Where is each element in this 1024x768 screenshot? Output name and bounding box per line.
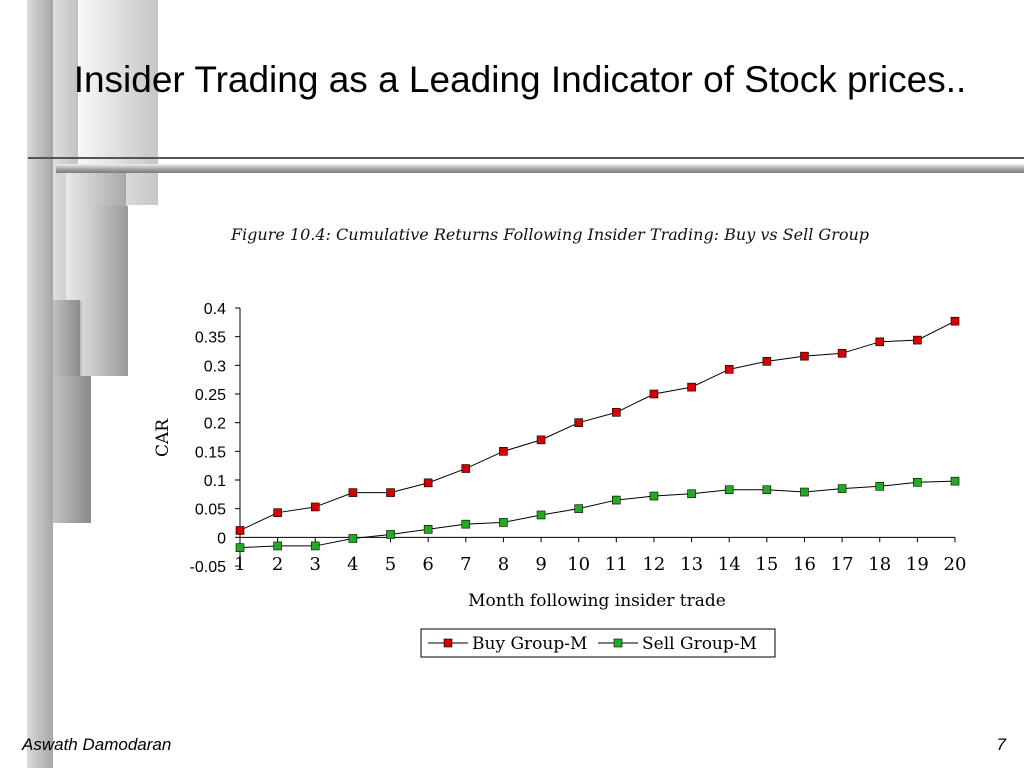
x-tick-label: 4 [347,554,358,575]
series-1-point [386,530,395,539]
series-0-point [574,418,583,427]
series-0-point [348,488,358,497]
figure-caption: Figure 10.4: Cumulative Returns Followin… [230,225,870,244]
x-tick-label: 8 [498,554,509,575]
series-0-point [913,335,922,345]
x-tick-label: 17 [831,554,854,575]
series-1-point [348,534,358,543]
series-1-point [913,477,922,487]
series-1-point [536,510,546,520]
x-tick-label: 5 [385,554,396,575]
x-tick-label: 10 [567,554,590,575]
x-tick-label: 15 [755,554,778,575]
chart-axes: 0.40.350.30.250.20.150.10.050-0.05 1 2 3 4 5 6… [153,301,966,611]
series-1-point [235,543,245,552]
slide-title: Insider Trading as a Leading Indicator o… [73,59,967,100]
chart-marks [235,316,960,552]
series-line-1 [239,480,956,549]
x-tick-label: 18 [868,554,891,575]
series-0-point [423,478,433,488]
series-1-point [800,487,809,497]
figure-panel [128,205,1000,665]
series-0-point [310,502,320,512]
series-0-point [950,316,960,326]
footer-author: Aswath Damodaran [22,735,172,754]
x-tick-label: 11 [605,554,628,575]
series-0-point [762,357,772,366]
x-tick-label: 19 [906,554,929,575]
decor-bar-7 [27,0,53,768]
x-tick-label: 1 [234,554,245,575]
x-tick-label: 12 [642,554,665,575]
y-tick-label: 0.1 [204,473,226,490]
x-tick-label: 16 [793,554,816,575]
series-1-point [950,476,960,486]
x-tick-label: 7 [460,554,471,575]
series-1-point [837,484,847,493]
series-0-point [499,447,508,456]
decor-bar-4 [82,206,128,376]
x-tick-label: 6 [422,554,433,575]
series-0-point [612,408,621,417]
y-tick-label: 0.4 [204,301,226,318]
series-0-point [800,351,809,361]
y-tick-label: 0.3 [204,358,226,375]
y-tick-label: 0.2 [204,416,226,433]
series-0-point [837,348,847,358]
page-number: 7 [996,735,1006,754]
series-0-point [235,526,245,535]
x-tick-label: 3 [310,554,321,575]
legend-label-0: Buy Group-M [472,634,587,654]
series-0-point [273,508,282,517]
series-1-point [762,485,772,495]
series-1-point [875,482,885,491]
y-tick-label: 0.35 [195,330,226,347]
series-line-0 [239,320,956,531]
series-1-point [273,541,282,551]
x-tick-label: 9 [535,554,546,575]
series-1-point [499,518,508,527]
series-0-point [536,435,546,445]
series-1-point [724,485,734,495]
series-0-point [724,365,734,374]
y-tick-label: 0 [217,530,226,547]
y-tick-label: 0.15 [195,444,226,461]
x-tick-label: 13 [680,554,703,575]
series-1-point [574,504,583,513]
x-axis-label: Month following insider trade [468,591,726,611]
series-0-point [386,488,395,497]
legend-label-1: Sell Group-M [642,634,757,654]
series-1-point [612,495,621,505]
title-rule-thick [56,164,1024,173]
series-1-point [461,519,471,529]
series-1-point [649,491,659,501]
x-tick-label: 2 [272,554,283,575]
y-tick-label: 0.05 [195,502,226,519]
title-rule-thin [28,157,1024,159]
series-0-point [461,464,471,473]
series-1-point [423,525,433,534]
series-1-point [310,541,320,551]
legend-marker-0 [443,638,453,648]
chart-legend: Buy Group-M Sell Group-M [420,628,776,658]
legend-marker-1 [613,638,623,648]
x-tick-label: 14 [718,554,741,575]
series-0-point [875,337,885,347]
decor-bar-6 [49,376,91,523]
y-tick-label: -0.05 [190,559,227,576]
series-1-point [687,489,696,499]
series-0-point [687,382,696,392]
x-tick-label: 20 [944,554,967,575]
y-axis-label: CAR [153,418,173,457]
y-tick-label: 0.25 [195,387,226,404]
series-0-point [649,389,659,399]
